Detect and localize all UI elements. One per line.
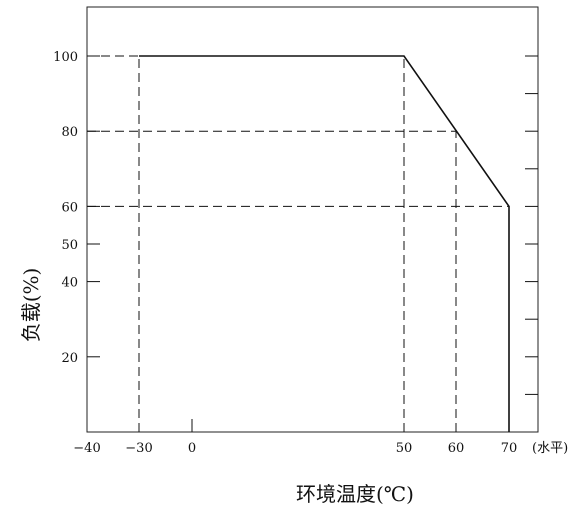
x-unit-note: (水平) [532,441,568,456]
x-tick-label--30: −30 [125,441,152,456]
x-axis-ticks: −40 −30 0 50 60 70 [73,419,517,456]
y-tick-label-40: 40 [61,276,78,291]
y-tick-label-60: 60 [61,200,78,215]
x-tick-label-70: 70 [501,441,518,456]
plot-frame [86,6,539,433]
y-tick-label-20: 20 [61,351,78,366]
x-tick-label--40: −40 [73,441,100,456]
reference-lines [87,55,509,432]
y-tick-label-50: 50 [61,238,78,253]
x-tick-label-0: 0 [188,441,196,456]
right-axis-ticks [525,55,538,395]
series-line-0 [139,55,510,432]
series-group [138,55,510,433]
y-axis-ticks: 20 40 50 60 80 100 [53,50,100,366]
y-tick-label-80: 80 [61,125,78,140]
x-tick-label-50: 50 [396,441,413,456]
x-axis-title: 环境温度(℃) [296,482,414,506]
y-tick-label-100: 100 [53,50,78,65]
x-tick-label-60: 60 [448,441,465,456]
y-axis-title: 负载(%) [19,268,43,343]
